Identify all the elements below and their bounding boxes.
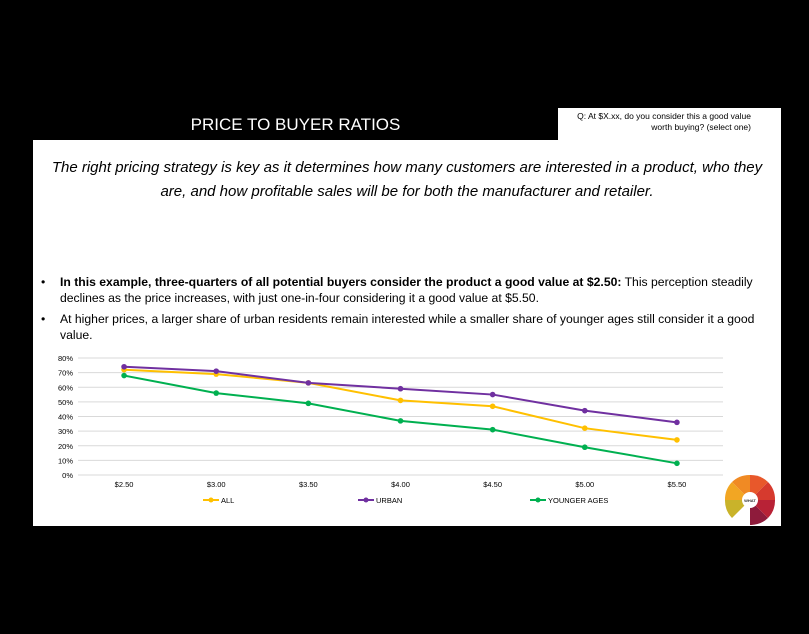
legend-label: ALL: [221, 496, 234, 505]
bullet-bold-text: In this example, three-quarters of all p…: [60, 275, 622, 289]
data-point: [674, 437, 680, 443]
x-tick-label: $3.00: [207, 480, 226, 489]
data-point: [489, 403, 496, 410]
legend-marker: [208, 497, 214, 503]
legend-label: URBAN: [376, 496, 402, 505]
data-point: [305, 380, 312, 386]
data-point: [489, 391, 496, 398]
line-chart: 0% 10% 20% 30% 40% 50% 60% 70% 80% $2.50 $3.00 $3.…: [58, 354, 723, 505]
brand-logo: WHAT: [724, 474, 776, 525]
x-tick-label: $5.00: [575, 480, 594, 489]
bullet-marker: •: [41, 312, 46, 326]
data-point: [581, 407, 588, 414]
data-point: [213, 368, 220, 374]
data-point: [305, 400, 312, 407]
bullet-marker: •: [41, 275, 46, 289]
y-tick-label: 40%: [58, 413, 73, 422]
data-point: [213, 390, 220, 396]
survey-question: Q: At $X.xx, do you consider this a good…: [577, 111, 751, 132]
x-tick-label: $5.50: [668, 480, 687, 489]
y-tick-label: 80%: [58, 354, 73, 363]
y-tick-label: 60%: [58, 383, 73, 392]
title-bar: PRICE TO BUYER RATIOS: [33, 108, 558, 140]
intro-text: The right pricing strategy is key as it …: [51, 159, 763, 200]
data-point: [397, 418, 404, 424]
x-tick-label: $4.00: [391, 480, 410, 489]
x-tick-label: $4.50: [483, 480, 502, 489]
bullet-text: This perception steadily declines as the…: [60, 275, 753, 305]
y-tick-label: 10%: [58, 456, 73, 465]
x-tick-label: $2.50: [115, 480, 134, 489]
legend-label: YOUNGER AGES: [548, 496, 608, 505]
x-tick-label: $3.50: [299, 480, 318, 489]
slide-title: PRICE TO BUYER RATIOS: [190, 115, 401, 134]
y-tick-label: 30%: [58, 427, 73, 436]
slide: PRICE TO BUYER RATIOS Q: At $X.xx, do yo…: [33, 108, 781, 526]
data-point: [674, 419, 680, 426]
data-point: [121, 363, 127, 370]
data-point: [397, 385, 404, 392]
data-point: [581, 425, 588, 431]
data-point: [397, 397, 404, 404]
data-point: [674, 460, 680, 467]
y-tick-label: 0%: [62, 471, 73, 480]
legend-marker: [535, 497, 541, 503]
y-tick-label: 50%: [58, 398, 73, 407]
legend-marker: [363, 497, 369, 503]
data-point: [489, 426, 496, 433]
data-point: [581, 444, 588, 451]
bullet-text: At higher prices, a larger share of urba…: [60, 312, 755, 342]
series-line: [124, 368, 678, 441]
logo-text: WHAT: [744, 498, 756, 503]
y-tick-label: 20%: [58, 442, 73, 451]
data-point: [121, 372, 127, 379]
y-tick-label: 70%: [58, 369, 73, 378]
series-line: [124, 365, 678, 424]
